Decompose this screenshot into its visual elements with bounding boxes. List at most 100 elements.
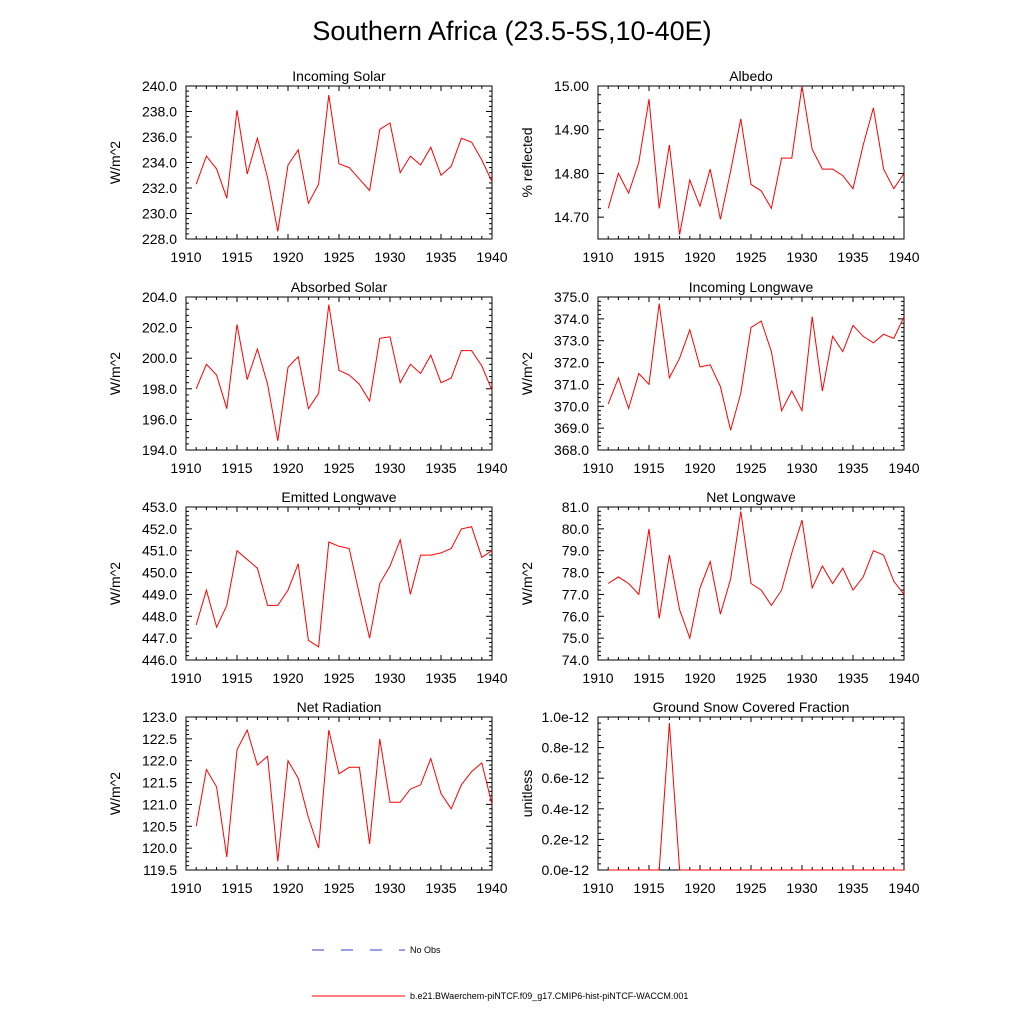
y-tick-label: 196.0 xyxy=(142,411,177,427)
y-tick-label: 449.0 xyxy=(142,586,177,602)
x-tick-label: 1930 xyxy=(786,249,817,265)
y-tick-label: 0.2e-12 xyxy=(542,831,590,847)
plot-frame xyxy=(597,716,905,871)
series-line xyxy=(195,304,493,441)
panel-ylabel: % reflected xyxy=(519,127,535,197)
x-tick-label: 1920 xyxy=(272,249,303,265)
y-tick-label: 370.0 xyxy=(554,398,589,414)
series-line xyxy=(607,511,905,640)
x-tick-label: 1920 xyxy=(684,670,715,686)
panel-ylabel: W/m^2 xyxy=(519,352,535,395)
x-tick-label: 1920 xyxy=(684,249,715,265)
y-tick-label: 81.0 xyxy=(562,499,589,515)
y-tick-label: 374.0 xyxy=(554,311,589,327)
y-tick-label: 79.0 xyxy=(562,543,589,559)
y-tick-label: 74.0 xyxy=(562,652,589,668)
x-tick-label: 1915 xyxy=(633,460,664,476)
y-tick-label: 76.0 xyxy=(562,608,589,624)
x-tick-label: 1935 xyxy=(837,880,868,896)
x-tick-label: 1910 xyxy=(582,460,613,476)
y-tick-label: 119.5 xyxy=(143,862,177,878)
y-tick-label: 236.0 xyxy=(142,129,177,145)
x-tick-label: 1920 xyxy=(272,880,303,896)
y-tick-label: 198.0 xyxy=(142,381,177,397)
panel-ylabel: unitless xyxy=(519,770,535,817)
x-tick-label: 1920 xyxy=(272,670,303,686)
panel-ground-snow-covered-fraction: Ground Snow Covered Fraction unitless 1910… xyxy=(519,699,920,896)
x-tick-label: 1915 xyxy=(221,249,252,265)
y-tick-label: 228.0 xyxy=(142,231,177,247)
panel-title: Incoming Solar xyxy=(292,68,386,84)
y-tick-label: 452.0 xyxy=(142,521,177,537)
y-tick-label: 75.0 xyxy=(562,630,589,646)
y-tick-label: 451.0 xyxy=(142,543,177,559)
panel-ylabel: W/m^2 xyxy=(107,352,123,395)
y-tick-label: 194.0 xyxy=(142,442,177,458)
y-tick-label: 80.0 xyxy=(562,521,589,537)
y-tick-label: 14.70 xyxy=(554,209,589,225)
x-tick-label: 1930 xyxy=(374,460,405,476)
x-tick-label: 1910 xyxy=(170,460,201,476)
x-tick-label: 1930 xyxy=(374,880,405,896)
x-tick-label: 1930 xyxy=(786,880,817,896)
y-tick-label: 240.0 xyxy=(142,78,177,94)
x-tick-label: 1930 xyxy=(786,670,817,686)
plot-frame xyxy=(185,716,493,871)
y-tick-label: 122.0 xyxy=(142,753,177,769)
plot-frame xyxy=(597,296,905,451)
y-tick-label: 122.5 xyxy=(142,731,177,747)
y-tick-label: 446.0 xyxy=(142,652,177,668)
panels: Incoming Solar W/m^2 1910 1915 1920 1925 1930 1… xyxy=(107,68,920,896)
x-tick-label: 1915 xyxy=(221,460,252,476)
y-tick-label: 368.0 xyxy=(554,442,589,458)
panel-incoming-longwave: Incoming Longwave W/m^2 1910 1915 1920 1925 19… xyxy=(519,279,920,476)
y-tick-label: 78.0 xyxy=(562,565,589,581)
x-tick-label: 1915 xyxy=(633,249,664,265)
panel-ylabel: W/m^2 xyxy=(107,772,123,815)
figure-title: Southern Africa (23.5-5S,10-40E) xyxy=(312,16,711,46)
y-tick-label: 450.0 xyxy=(142,565,177,581)
panel-absorbed-solar: Absorbed Solar W/m^2 1910 1915 1920 1925 1930 1… xyxy=(107,279,508,476)
y-tick-label: 121.5 xyxy=(142,775,177,791)
panel-title: Emitted Longwave xyxy=(281,489,396,505)
x-tick-label: 1935 xyxy=(837,670,868,686)
x-tick-label: 1940 xyxy=(888,249,919,265)
series-line xyxy=(195,728,493,862)
y-tick-label: 1.0e-12 xyxy=(542,709,590,725)
y-tick-label: 123.0 xyxy=(142,709,177,725)
legend: No Obs b.e21.BWaerchem-piNTCF.f09_g17.CM… xyxy=(312,945,688,1001)
legend-obs-label: No Obs xyxy=(410,945,441,955)
x-tick-label: 1920 xyxy=(272,460,303,476)
x-tick-label: 1940 xyxy=(888,460,919,476)
y-tick-label: 375.0 xyxy=(554,289,589,305)
x-tick-label: 1920 xyxy=(684,460,715,476)
panel-title: Albedo xyxy=(729,68,773,84)
panel-net-longwave: Net Longwave W/m^2 1910 1915 1920 1925 1930 193… xyxy=(519,489,920,686)
y-tick-label: 204.0 xyxy=(142,289,177,305)
x-tick-label: 1935 xyxy=(425,880,456,896)
y-tick-label: 369.0 xyxy=(554,420,589,436)
x-tick-label: 1930 xyxy=(786,460,817,476)
y-tick-label: 200.0 xyxy=(142,350,177,366)
y-tick-label: 202.0 xyxy=(142,320,177,336)
y-tick-label: 447.0 xyxy=(142,630,177,646)
x-tick-label: 1925 xyxy=(735,460,766,476)
x-tick-label: 1935 xyxy=(837,249,868,265)
y-tick-label: 448.0 xyxy=(142,608,177,624)
x-tick-label: 1915 xyxy=(633,670,664,686)
x-tick-label: 1940 xyxy=(888,880,919,896)
x-tick-label: 1935 xyxy=(425,249,456,265)
x-tick-label: 1915 xyxy=(221,880,252,896)
y-tick-label: 230.0 xyxy=(142,206,177,222)
x-tick-label: 1930 xyxy=(374,670,405,686)
x-tick-label: 1920 xyxy=(684,880,715,896)
y-tick-label: 0.4e-12 xyxy=(542,801,590,817)
x-tick-label: 1925 xyxy=(735,670,766,686)
y-tick-label: 120.5 xyxy=(142,818,177,834)
y-tick-label: 238.0 xyxy=(142,104,177,120)
x-tick-label: 1910 xyxy=(170,670,201,686)
x-tick-label: 1925 xyxy=(323,670,354,686)
y-tick-label: 372.0 xyxy=(554,355,589,371)
x-tick-label: 1925 xyxy=(323,460,354,476)
